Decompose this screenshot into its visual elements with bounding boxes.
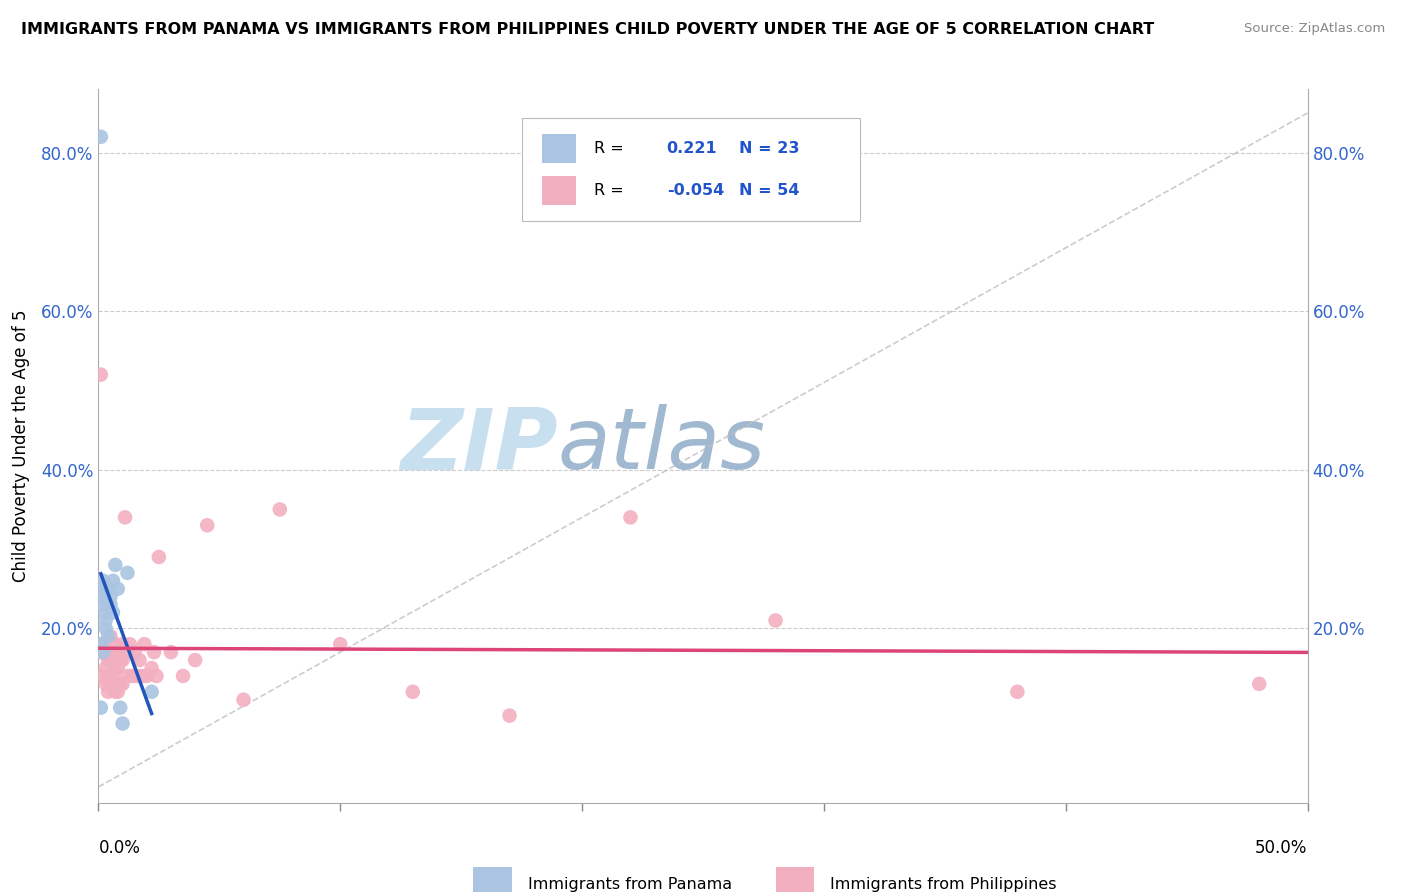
Text: R =: R = [595,183,624,198]
Point [100,598,122,612]
Point [232,692,254,706]
Text: Immigrants from Philippines: Immigrants from Philippines [830,878,1056,892]
Point [1007,685,1029,699]
Point [172,669,194,683]
Point [141,685,163,699]
Point [108,653,131,667]
Point [107,685,129,699]
Point [91,590,114,604]
Point [111,653,134,667]
Point [134,637,156,651]
Text: ZIP: ZIP [401,404,558,488]
Point [107,661,129,675]
Point [108,700,131,714]
Text: N = 54: N = 54 [740,183,800,198]
Point [91,574,114,588]
Point [97,653,120,667]
Point [128,653,150,667]
Point [100,629,122,643]
Point [100,590,122,604]
Point [114,510,136,524]
Text: R =: R = [595,141,624,156]
Point [94,606,117,620]
FancyBboxPatch shape [522,118,860,221]
Point [111,637,134,651]
Point [135,669,157,683]
Point [91,582,114,596]
Point [107,582,129,596]
Point [94,661,117,675]
Point [97,669,120,683]
Text: 0.0%: 0.0% [98,838,141,856]
Point [124,645,146,659]
Point [143,645,166,659]
Text: 0.221: 0.221 [666,141,717,156]
Point [402,685,425,699]
FancyBboxPatch shape [543,134,576,162]
Point [101,606,124,620]
Point [117,645,139,659]
Point [101,645,124,659]
Point [329,637,352,651]
Point [90,129,112,144]
Y-axis label: Child Poverty Under the Age of 5: Child Poverty Under the Age of 5 [11,310,30,582]
Point [100,653,122,667]
Point [90,368,112,382]
Point [195,518,218,533]
Point [94,621,117,635]
Text: atlas: atlas [558,404,766,488]
Point [145,669,167,683]
Point [117,669,139,683]
Point [118,637,141,651]
Point [765,614,787,628]
FancyBboxPatch shape [543,177,576,205]
Point [97,685,120,699]
Point [127,669,149,683]
FancyBboxPatch shape [474,867,512,892]
Point [94,677,117,691]
Point [160,645,183,659]
Text: N = 23: N = 23 [740,141,800,156]
Point [97,582,120,596]
Point [107,645,129,659]
Point [148,549,170,564]
Point [91,598,114,612]
Point [100,677,122,691]
Point [101,574,124,588]
Point [141,661,163,675]
Point [104,558,127,572]
Text: Source: ZipAtlas.com: Source: ZipAtlas.com [1244,22,1385,36]
Point [111,716,134,731]
FancyBboxPatch shape [776,867,814,892]
Text: Immigrants from Panama: Immigrants from Panama [527,878,731,892]
Point [184,653,207,667]
Point [269,502,291,516]
Point [1249,677,1271,691]
Point [90,645,112,659]
Point [91,637,114,651]
Point [121,669,143,683]
Point [131,669,153,683]
Point [94,645,117,659]
Point [91,669,114,683]
Point [108,677,131,691]
Point [94,614,117,628]
Point [104,637,127,651]
Point [90,637,112,651]
Point [498,708,520,723]
Text: IMMIGRANTS FROM PANAMA VS IMMIGRANTS FROM PHILIPPINES CHILD POVERTY UNDER THE AG: IMMIGRANTS FROM PANAMA VS IMMIGRANTS FRO… [21,22,1154,37]
Point [97,629,120,643]
Text: -0.054: -0.054 [666,183,724,198]
Text: 50.0%: 50.0% [1256,838,1308,856]
Point [619,510,641,524]
Point [101,669,124,683]
Point [111,677,134,691]
Point [117,566,139,580]
Point [104,661,127,675]
Point [90,700,112,714]
Point [104,685,127,699]
Point [91,645,114,659]
